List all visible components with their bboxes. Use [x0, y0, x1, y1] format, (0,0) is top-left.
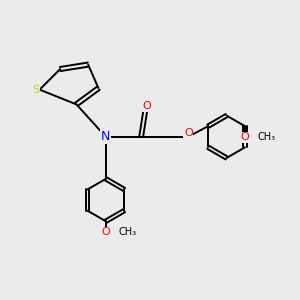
Text: N: N — [101, 130, 110, 143]
Text: O: O — [184, 128, 193, 138]
Text: S: S — [32, 85, 39, 94]
Text: CH₃: CH₃ — [257, 132, 275, 142]
Text: O: O — [241, 132, 249, 142]
Text: CH₃: CH₃ — [118, 227, 136, 237]
Text: O: O — [143, 101, 152, 111]
Text: O: O — [101, 227, 110, 237]
